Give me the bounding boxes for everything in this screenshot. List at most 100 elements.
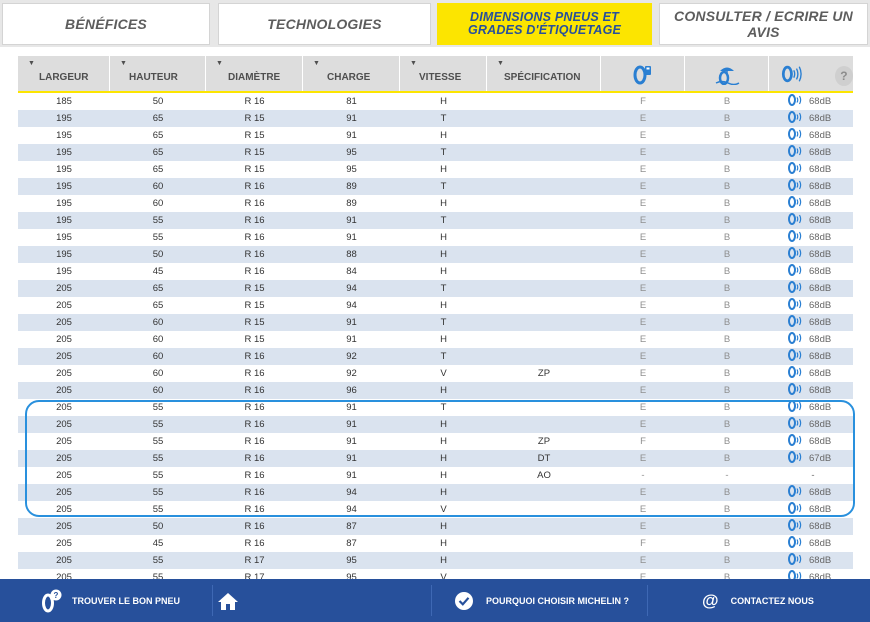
- tab-avis[interactable]: CONSULTER / ECRIRE UN AVIS: [659, 3, 868, 45]
- cell-wet: B: [723, 402, 731, 413]
- noise-value: 68dB: [809, 334, 832, 345]
- column-noise[interactable]: ?: [769, 56, 853, 91]
- cell-spec: [487, 314, 601, 331]
- table-row[interactable]: 195 60 R 16 89 H E B 68dB: [18, 195, 853, 212]
- column-wet-grip[interactable]: [685, 56, 769, 91]
- column-diametre[interactable]: ▼ DIAMÈTRE: [206, 56, 303, 91]
- table-row[interactable]: 195 55 R 16 91 T E B 68dB: [18, 212, 853, 229]
- table-row[interactable]: 205 55 R 16 94 H E B 68dB: [18, 484, 853, 501]
- table-row[interactable]: 195 55 R 16 91 H E B 68dB: [18, 229, 853, 246]
- table-row[interactable]: 205 45 R 16 87 H F B 68dB: [18, 535, 853, 552]
- table-row[interactable]: 195 65 R 15 91 T E B 68dB: [18, 110, 853, 127]
- table-row[interactable]: 185 50 R 16 81 H F B 68dB: [18, 93, 853, 110]
- tab-benefices[interactable]: BÉNÉFICES: [2, 3, 210, 45]
- cell-charge: 87: [346, 538, 357, 549]
- column-vitesse[interactable]: ▼ VITESSE: [400, 56, 487, 91]
- cell-spec: [487, 348, 601, 365]
- table-row[interactable]: 205 55 R 16 91 H E B 68dB: [18, 416, 853, 433]
- home-button[interactable]: [217, 579, 239, 622]
- cell-charge: 91: [346, 232, 357, 243]
- noise-value: 68dB: [809, 249, 832, 260]
- cell-vitesse: H: [440, 232, 447, 243]
- table-row[interactable]: 205 60 R 16 96 H E B 68dB: [18, 382, 853, 399]
- noise-value: 68dB: [809, 368, 832, 379]
- table-row[interactable]: 205 55 R 17 95 H E B 68dB: [18, 552, 853, 569]
- tab-label: BÉNÉFICES: [65, 16, 147, 32]
- cell-noise: 68dB: [788, 399, 853, 416]
- cell-fuel: -: [641, 470, 645, 481]
- table-row[interactable]: 195 65 R 15 95 T E B 68dB: [18, 144, 853, 161]
- noise-icon: [788, 247, 802, 259]
- table-row[interactable]: 205 55 R 16 91 T E B 68dB: [18, 399, 853, 416]
- cell-fuel: E: [639, 317, 647, 328]
- tab-technologies[interactable]: TECHNOLOGIES: [218, 3, 431, 45]
- cell-vitesse: T: [440, 181, 447, 192]
- table-row[interactable]: 205 55 R 16 94 V E B 68dB: [18, 501, 853, 518]
- cell-wet: B: [723, 130, 731, 141]
- cell-hauteur: 55: [152, 402, 164, 413]
- tire-table-panel[interactable]: ▼ LARGEUR ▼ HAUTEUR ▼ DIAMÈTRE ▼ CHARGE …: [0, 47, 870, 579]
- cell-wet: B: [723, 572, 731, 579]
- noise-icon: [788, 179, 802, 191]
- column-specification[interactable]: ▼ SPÉCIFICATION: [487, 56, 601, 91]
- table-row[interactable]: 195 65 R 15 95 H E B 68dB: [18, 161, 853, 178]
- tab-bar: BÉNÉFICES TECHNOLOGIES DIMENSIONS PNEUS …: [0, 0, 870, 47]
- column-charge[interactable]: ▼ CHARGE: [303, 56, 400, 91]
- cell-largeur: 195: [56, 266, 72, 277]
- cell-diametre: R 15: [244, 334, 265, 345]
- column-hauteur[interactable]: ▼ HAUTEUR: [110, 56, 206, 91]
- table-row[interactable]: 205 60 R 16 92 T E B 68dB: [18, 348, 853, 365]
- cell-hauteur: 60: [152, 368, 164, 379]
- cell-vitesse: H: [440, 385, 447, 396]
- table-row[interactable]: 205 65 R 15 94 T E B 68dB: [18, 280, 853, 297]
- cell-noise: 68dB: [788, 263, 853, 280]
- tab-dimensions[interactable]: DIMENSIONS PNEUS ET GRADES D'ÉTIQUETAGE: [437, 3, 652, 45]
- cell-vitesse: H: [440, 521, 447, 532]
- noise-value: 68dB: [809, 487, 832, 498]
- cell-hauteur: 60: [152, 317, 164, 328]
- cell-vitesse: T: [440, 351, 447, 362]
- cell-wet: B: [723, 351, 731, 362]
- table-row[interactable]: 195 45 R 16 84 H E B 68dB: [18, 263, 853, 280]
- cell-largeur: 205: [56, 368, 72, 379]
- cell-vitesse: T: [440, 402, 447, 413]
- cell-hauteur: 60: [152, 198, 164, 209]
- table-row[interactable]: 205 55 R 17 95 V E B 68dB: [18, 569, 853, 579]
- column-fuel-efficiency[interactable]: [601, 56, 685, 91]
- table-row[interactable]: 205 50 R 16 87 H E B 68dB: [18, 518, 853, 535]
- why-michelin-label: POURQUOI CHOISIR MICHELIN ?: [486, 595, 630, 606]
- divider: [431, 585, 432, 616]
- cell-wet: B: [723, 181, 731, 192]
- cell-hauteur: 55: [152, 487, 164, 498]
- table-row[interactable]: 205 60 R 16 92 V ZP E B 68dB: [18, 365, 853, 382]
- table-row[interactable]: 195 50 R 16 88 H E B 68dB: [18, 246, 853, 263]
- noise-icon: [788, 94, 802, 106]
- cell-largeur: 205: [56, 572, 72, 579]
- column-largeur[interactable]: ▼ LARGEUR: [18, 56, 110, 91]
- table-row[interactable]: 205 55 R 16 91 H AO - - -: [18, 467, 853, 484]
- table-row[interactable]: 205 55 R 16 91 H ZP F B 68dB: [18, 433, 853, 450]
- contact-link[interactable]: @ CONTACTEZ NOUS: [702, 579, 814, 622]
- help-icon[interactable]: ?: [834, 65, 853, 86]
- table-row[interactable]: 205 60 R 15 91 H E B 68dB: [18, 331, 853, 348]
- at-sign-icon: @: [702, 590, 719, 610]
- cell-charge: 92: [346, 368, 357, 379]
- cell-diametre: R 16: [244, 215, 265, 226]
- cell-vitesse: H: [440, 198, 447, 209]
- cell-spec: [487, 535, 601, 552]
- cell-largeur: 205: [56, 334, 72, 345]
- cell-largeur: 205: [56, 300, 72, 311]
- table-row[interactable]: 205 65 R 15 94 H E B 68dB: [18, 297, 853, 314]
- why-michelin-link[interactable]: POURQUOI CHOISIR MICHELIN ?: [455, 579, 629, 622]
- cell-hauteur: 65: [152, 147, 164, 158]
- table-row[interactable]: 195 65 R 15 91 H E B 68dB: [18, 127, 853, 144]
- cell-charge: 91: [346, 436, 357, 447]
- table-row[interactable]: 205 55 R 16 91 H DT E B 67dB: [18, 450, 853, 467]
- noise-value: 68dB: [809, 504, 832, 515]
- wet-grip-icon: [715, 67, 739, 85]
- table-row[interactable]: 195 60 R 16 89 T E B 68dB: [18, 178, 853, 195]
- noise-icon: [788, 111, 802, 123]
- find-tire-link[interactable]: ? TROUVER LE BON PNEU: [40, 579, 180, 622]
- cell-hauteur: 55: [152, 232, 164, 243]
- table-row[interactable]: 205 60 R 15 91 T E B 68dB: [18, 314, 853, 331]
